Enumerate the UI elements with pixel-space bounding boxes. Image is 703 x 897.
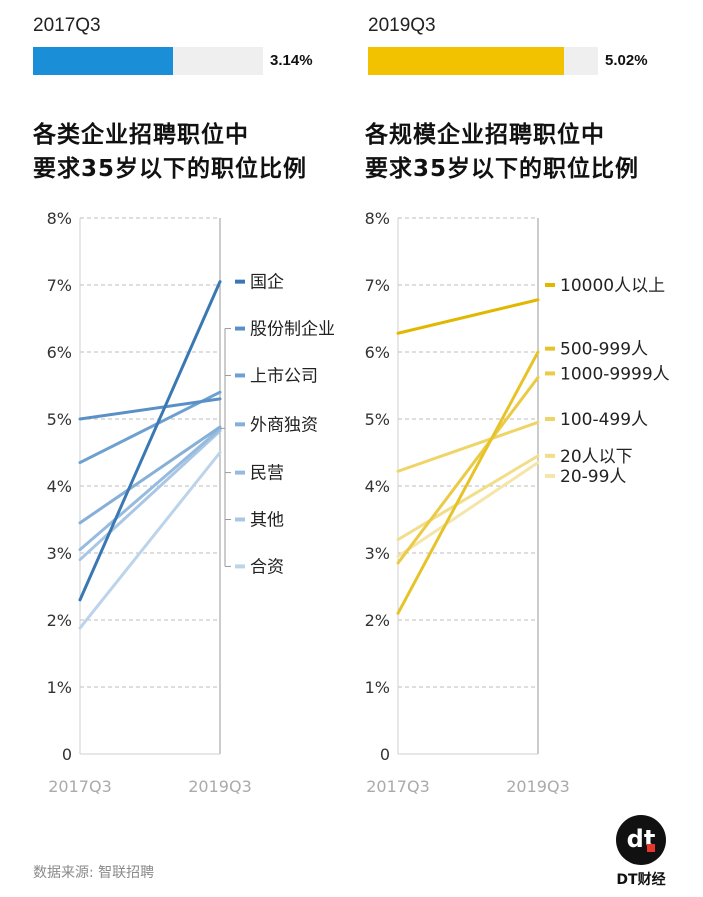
right-progress-value: 5.02% xyxy=(605,52,648,69)
left-series-line xyxy=(78,425,222,525)
right-y-tick-label: 5% xyxy=(365,410,390,429)
right-series-line xyxy=(396,350,540,615)
right-series-label: 20-99人 xyxy=(560,467,626,487)
brand-logo: dt DT财经 xyxy=(613,815,669,889)
right-series-line xyxy=(396,375,540,565)
right-slope-chart: 0 1% 2% 3% 4% 5% 6% 7% 8% 2017Q3 2019Q3 10000人以上 500… xyxy=(365,209,670,796)
left-series-line xyxy=(78,427,222,552)
right-series-line xyxy=(396,454,540,542)
left-series-label: 民营 xyxy=(250,464,284,484)
left-series-label: 股份制企业 xyxy=(250,320,335,340)
data-source: 数据来源: 智联招聘 xyxy=(33,865,155,881)
right-y-tick-label: 4% xyxy=(365,477,390,496)
right-x-tick-label: 2017Q3 xyxy=(366,777,430,796)
left-y-tick-label: 0 xyxy=(62,745,72,764)
left-y-tick-label: 6% xyxy=(47,343,72,362)
right-title-line1: 各规模企业招聘职位中 xyxy=(365,122,605,148)
right-y-tick-label: 8% xyxy=(365,209,390,228)
left-x-tick-label: 2017Q3 xyxy=(48,777,112,796)
left-series-line xyxy=(78,397,222,421)
left-y-tick-label: 4% xyxy=(47,477,72,496)
right-period-label: 2019Q3 xyxy=(368,15,436,36)
left-series-line xyxy=(78,280,222,602)
right-series-label: 10000人以上 xyxy=(560,276,665,296)
left-series-line xyxy=(78,429,222,562)
left-series-label: 国企 xyxy=(250,273,284,293)
right-title-line2: 要求35岁以下的职位比例 xyxy=(365,156,640,182)
left-series-label: 其他 xyxy=(250,511,284,531)
left-y-tick-label: 8% xyxy=(47,209,72,228)
right-y-tick-label: 6% xyxy=(365,343,390,362)
left-progress-bar xyxy=(33,47,263,75)
brand-name: DT财经 xyxy=(616,872,666,888)
left-period-label: 2017Q3 xyxy=(33,15,101,36)
right-series-line xyxy=(396,298,540,335)
left-progress-value: 3.14% xyxy=(270,52,313,69)
right-y-tick-label: 3% xyxy=(365,544,390,563)
right-series-label: 1000-9999人 xyxy=(560,364,670,384)
left-series-label: 外商独资 xyxy=(250,415,318,435)
left-y-tick-label: 2% xyxy=(47,611,72,630)
logo-dot xyxy=(647,844,655,852)
left-title-line1: 各类企业招聘职位中 xyxy=(33,122,249,148)
left-series-label: 合资 xyxy=(250,557,284,577)
right-y-tick-label: 2% xyxy=(365,611,390,630)
right-y-tick-label: 0 xyxy=(380,745,390,764)
left-series-line xyxy=(78,451,222,630)
right-y-tick-label: 7% xyxy=(365,276,390,295)
left-slope-chart: 0 1% 2% 3% 4% 5% 6% 7% 8% 2017Q3 2019Q3 国企股份制企业上市公司… xyxy=(47,209,335,796)
left-chart-title: 各类企业招聘职位中 要求35岁以下的职位比例 xyxy=(33,118,307,186)
right-progress-fill xyxy=(368,47,564,75)
left-title-line2: 要求35岁以下的职位比例 xyxy=(33,156,308,182)
right-x-tick-label: 2019Q3 xyxy=(506,777,570,796)
right-series-line xyxy=(396,461,540,558)
left-y-tick-label: 7% xyxy=(47,276,72,295)
left-y-tick-label: 3% xyxy=(47,544,72,563)
right-chart-title: 各规模企业招聘职位中 要求35岁以下的职位比例 xyxy=(365,118,639,186)
left-y-tick-label: 1% xyxy=(47,678,72,697)
right-progress-bar xyxy=(368,47,598,75)
dt-logo-icon: dt xyxy=(616,815,666,865)
right-series-label: 20人以下 xyxy=(560,447,633,467)
left-progress-fill xyxy=(33,47,174,75)
right-series-label: 100-499人 xyxy=(560,410,648,430)
right-series-line xyxy=(396,420,540,473)
right-series-label: 500-999人 xyxy=(560,340,648,360)
right-y-tick-label: 1% xyxy=(365,678,390,697)
left-x-tick-label: 2019Q3 xyxy=(188,777,252,796)
left-series-line xyxy=(78,390,222,465)
left-y-tick-label: 5% xyxy=(47,410,72,429)
left-series-label: 上市公司 xyxy=(250,366,318,386)
